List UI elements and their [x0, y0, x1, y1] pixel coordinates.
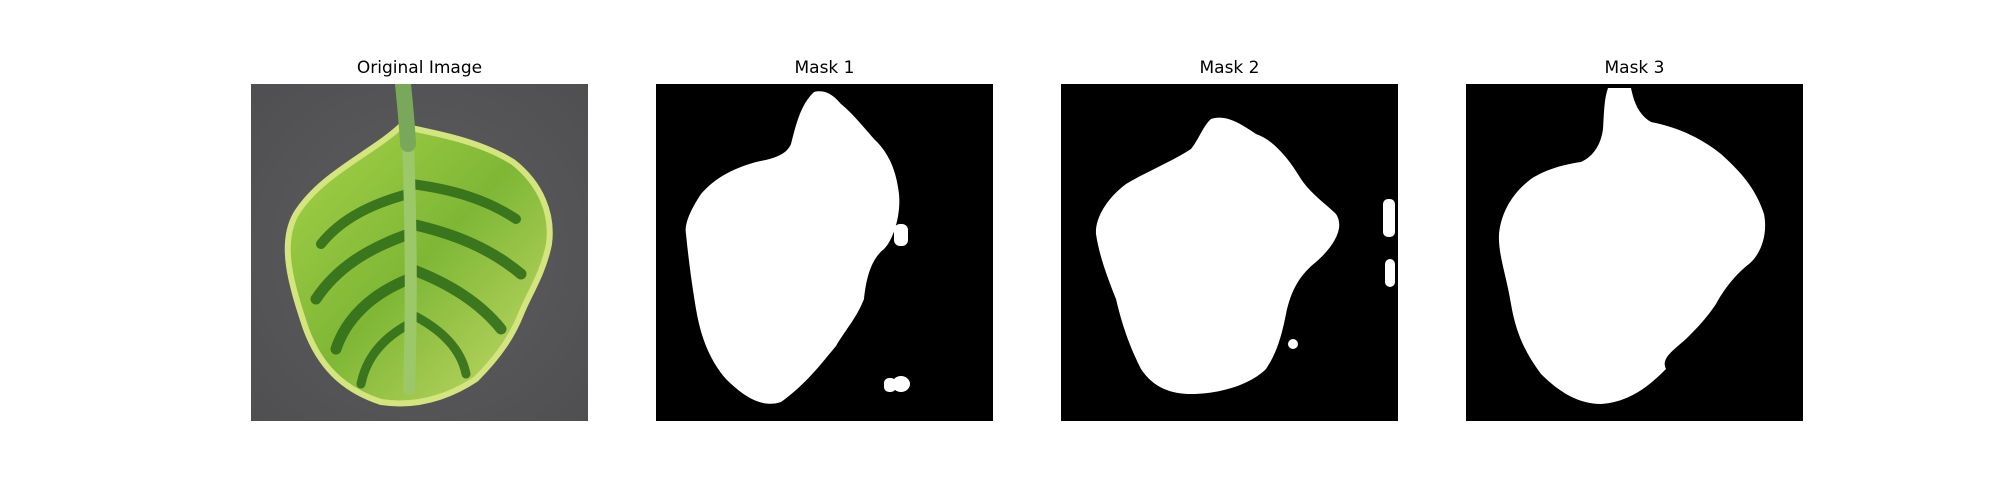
leaf-stem	[395, 84, 416, 152]
mask-1-blob-b	[884, 378, 896, 392]
panel-title-mask-2: Mask 2	[1199, 58, 1260, 78]
mask-1-region	[685, 91, 900, 404]
mask-1-blob-c	[894, 224, 908, 246]
panel-mask-1: Mask 1	[656, 0, 993, 500]
mask-3-image	[1466, 84, 1803, 421]
panel-title-mask-3: Mask 3	[1604, 58, 1665, 78]
mask-2-image	[1061, 84, 1398, 421]
mask-2-edge-blob-b	[1385, 259, 1395, 287]
mask-2-speck	[1288, 339, 1298, 349]
mask-1-image	[656, 84, 993, 421]
original-leaf-image	[251, 84, 588, 421]
panel-title-original: Original Image	[356, 58, 483, 78]
mask-2-edge-blob-a	[1383, 199, 1395, 237]
panel-original-image: Original Image	[251, 0, 588, 500]
mask-2-region	[1095, 117, 1340, 394]
mask-3-region	[1498, 88, 1766, 404]
mask-1-speck	[835, 138, 847, 150]
leaf-shape	[284, 122, 553, 407]
panel-mask-2: Mask 2	[1061, 0, 1398, 500]
mask-1-blob-a	[892, 376, 910, 392]
panel-title-mask-1: Mask 1	[794, 58, 855, 78]
panel-mask-3: Mask 3	[1466, 0, 1803, 500]
